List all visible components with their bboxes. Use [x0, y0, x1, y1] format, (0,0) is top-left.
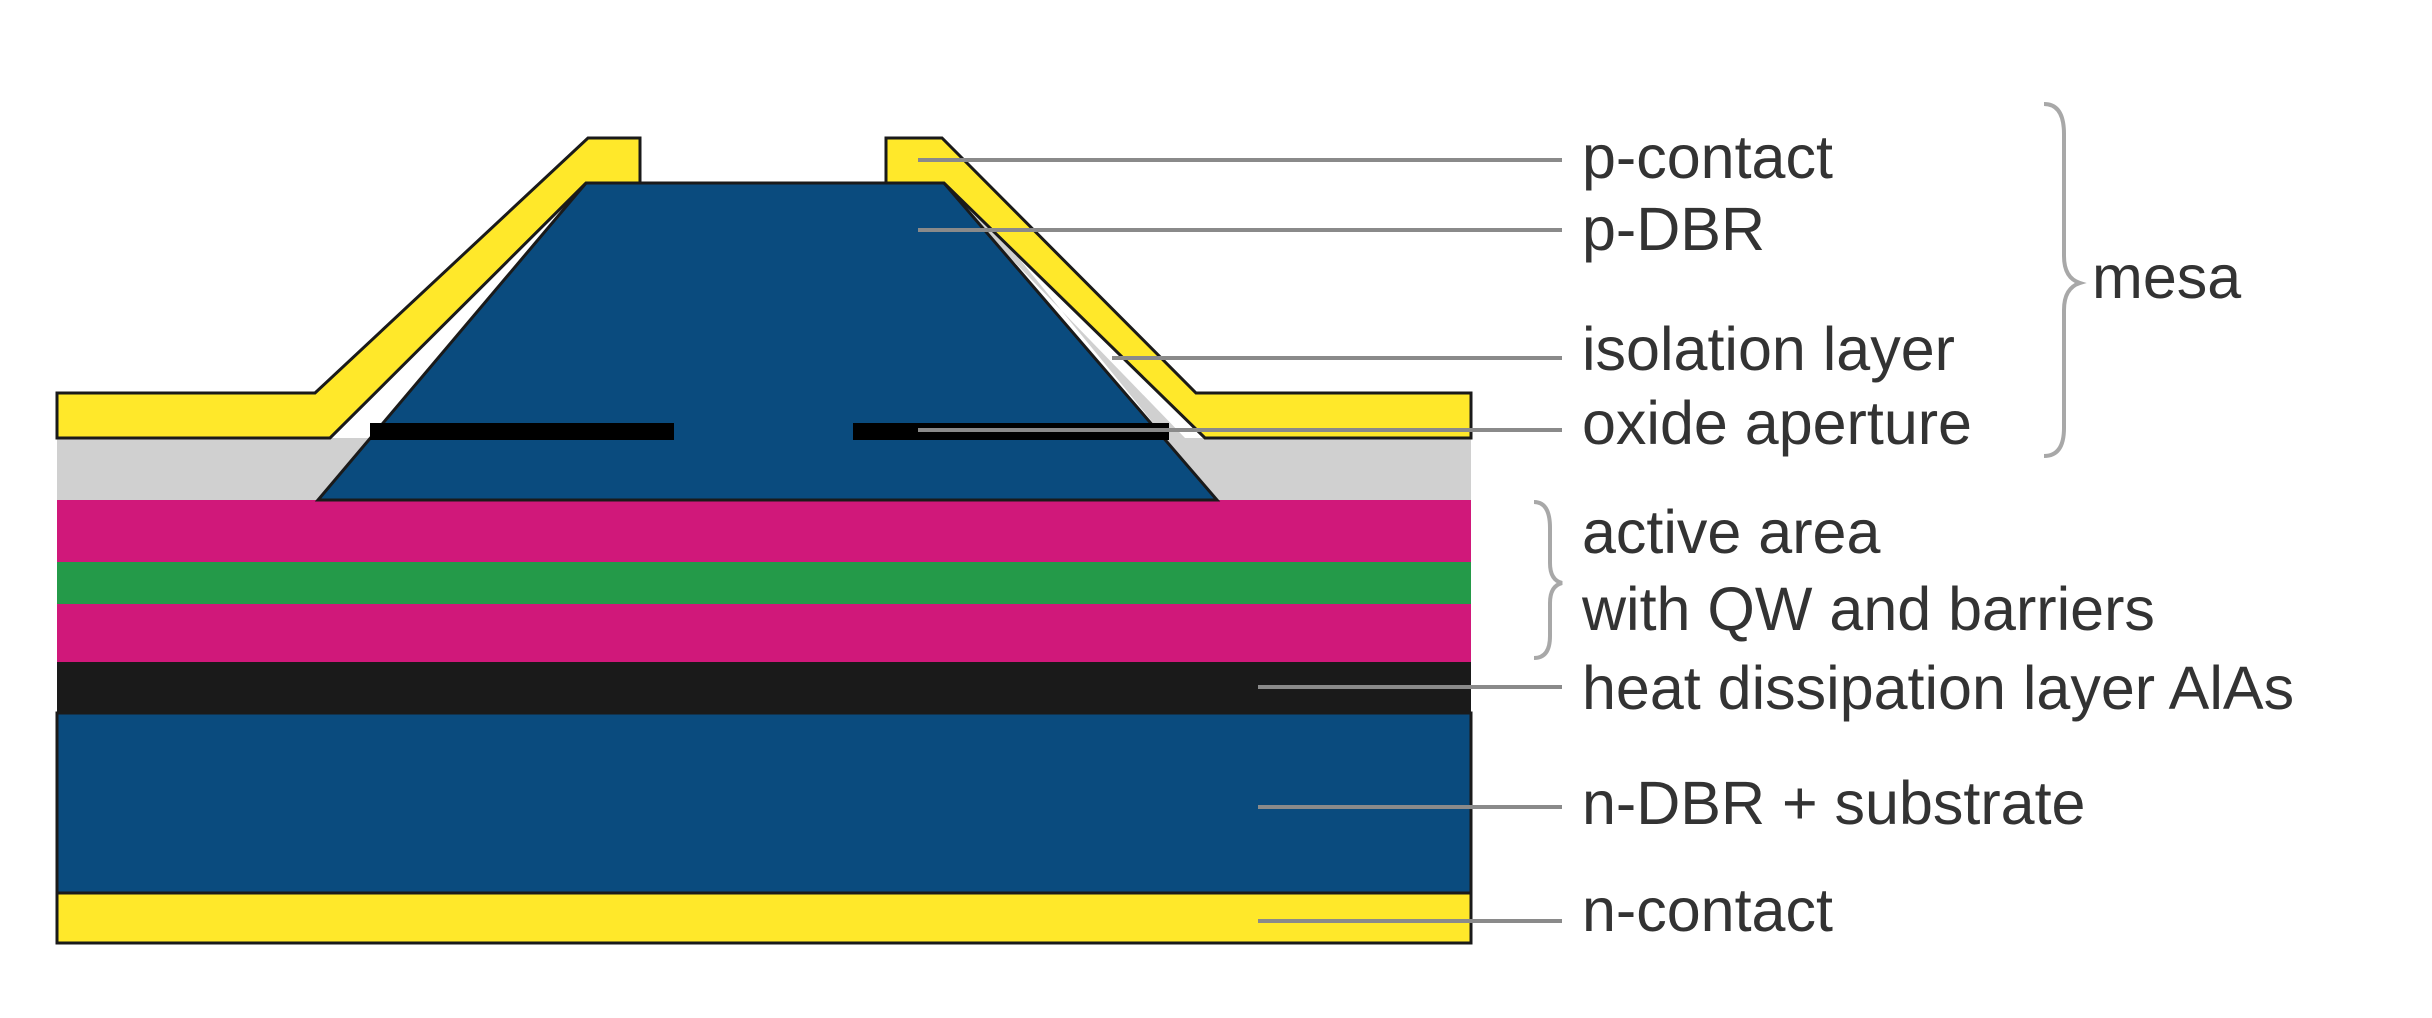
n-contact-label: n-contact — [1582, 876, 1833, 944]
active-area-bottom-barrier — [57, 604, 1471, 662]
active-area-brace — [1533, 500, 1563, 660]
active-area-top-barrier — [57, 500, 1471, 562]
n-dbr-substrate-label: n-DBR + substrate — [1582, 769, 2085, 837]
p-contact-right — [884, 136, 1473, 440]
n-dbr-substrate-layer — [55, 711, 1473, 895]
heat-dissipation-layer — [57, 662, 1471, 713]
isolation-layer-label: isolation layer — [1582, 315, 1955, 383]
p-dbr-label: p-DBR — [1582, 195, 1765, 263]
mesa-brace — [2043, 102, 2087, 458]
p-contact-left — [55, 136, 642, 440]
oxide-aperture-label: oxide aperture — [1582, 389, 1972, 457]
n-contact-layer — [55, 891, 1473, 945]
active-area-label-line2: with QW and barriers — [1581, 575, 2155, 643]
heat-dissipation-label: heat dissipation layer AlAs — [1582, 654, 2294, 722]
p-contact-label: p-contact — [1582, 123, 1833, 191]
mesa-label: mesa — [2092, 243, 2241, 311]
quantum-well-layer — [57, 562, 1471, 604]
oxide-aperture-left — [370, 423, 674, 440]
active-area-label-line1: active area — [1582, 498, 1880, 566]
